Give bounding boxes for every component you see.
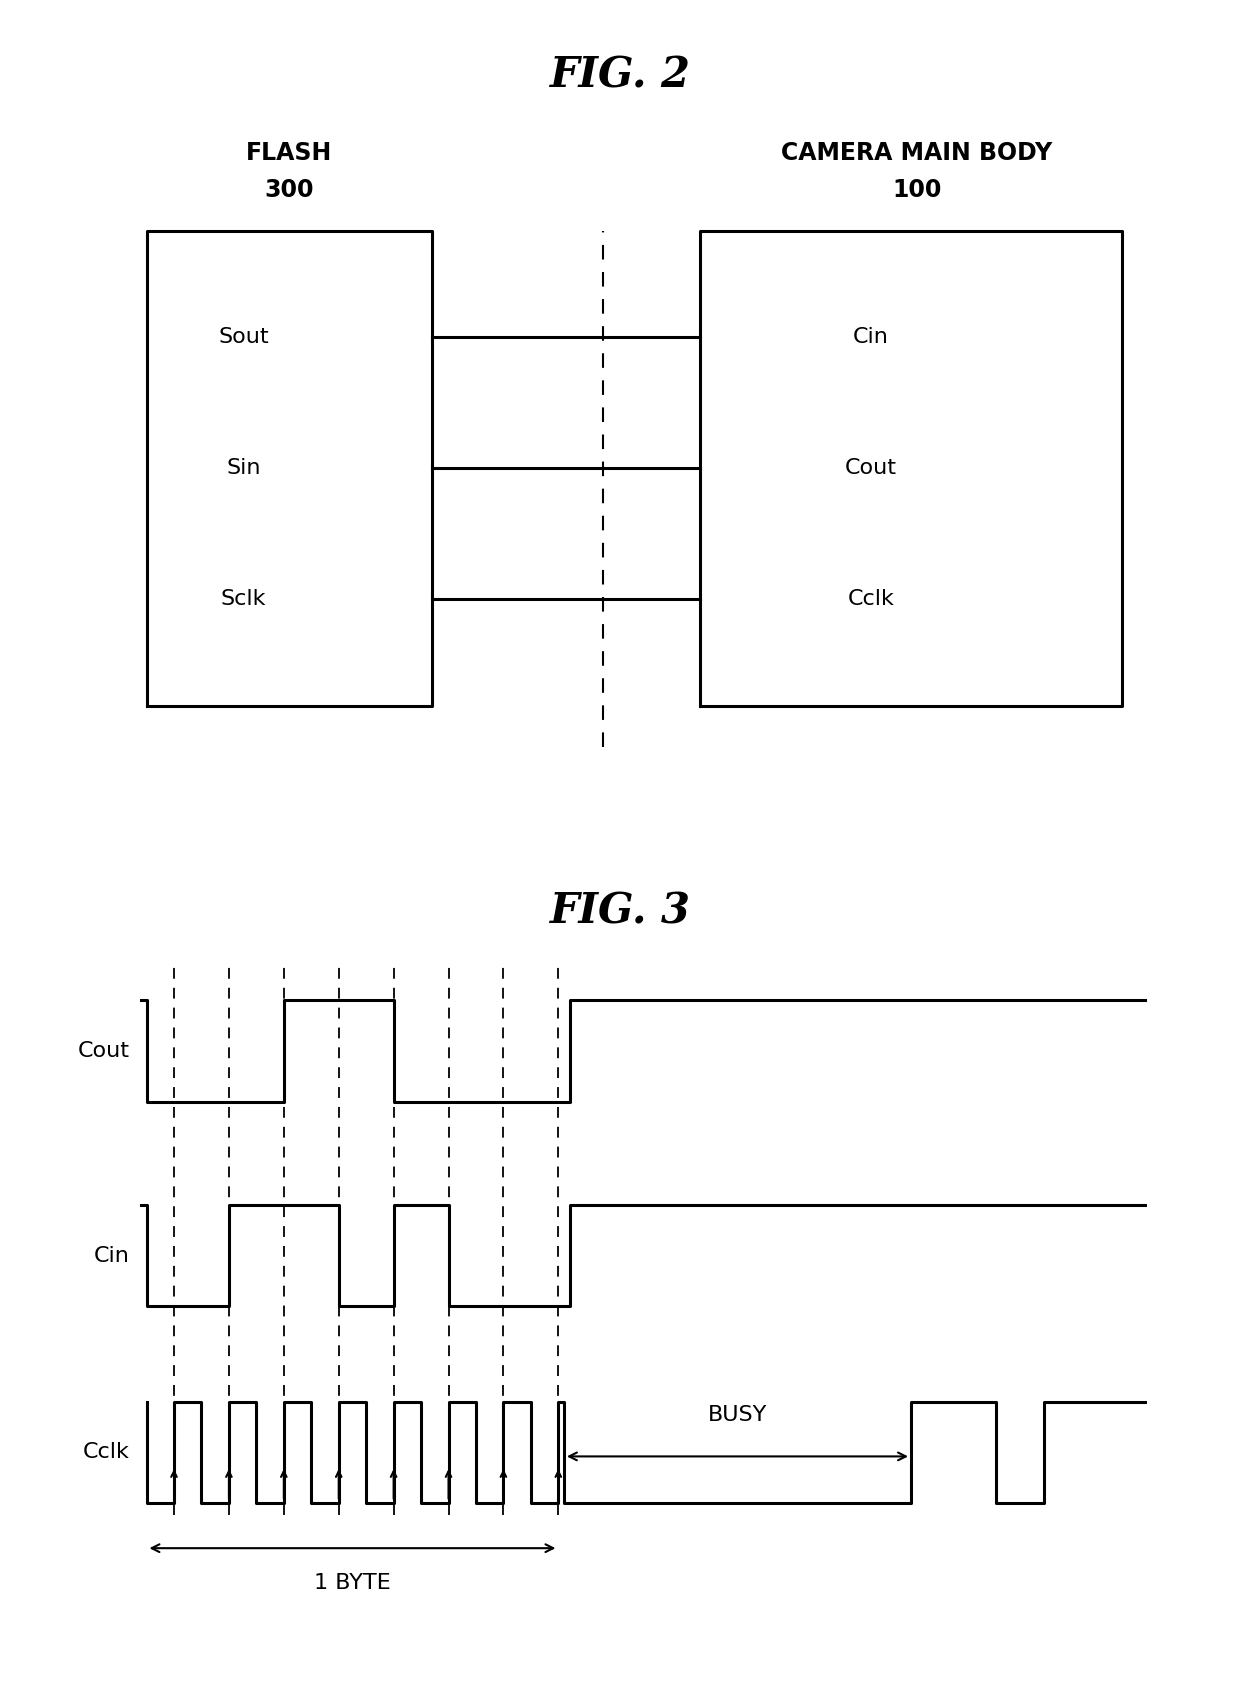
- Text: CAMERA MAIN BODY: CAMERA MAIN BODY: [781, 142, 1053, 166]
- Text: FLASH: FLASH: [246, 142, 332, 166]
- Text: Cout: Cout: [844, 459, 897, 478]
- Text: 1 BYTE: 1 BYTE: [314, 1572, 391, 1593]
- Text: Cout: Cout: [77, 1041, 129, 1060]
- Text: BUSY: BUSY: [708, 1405, 768, 1425]
- Text: FIG. 2: FIG. 2: [549, 55, 691, 96]
- Text: Cin: Cin: [93, 1246, 129, 1265]
- Text: Sout: Sout: [218, 328, 269, 347]
- Text: Cin: Cin: [853, 328, 889, 347]
- Text: 300: 300: [264, 178, 314, 201]
- Text: Sin: Sin: [226, 459, 260, 478]
- Text: Cclk: Cclk: [847, 589, 894, 609]
- Text: FIG. 3: FIG. 3: [549, 891, 691, 932]
- Text: Sclk: Sclk: [221, 589, 267, 609]
- Text: Cclk: Cclk: [83, 1442, 129, 1463]
- Text: 100: 100: [892, 178, 941, 201]
